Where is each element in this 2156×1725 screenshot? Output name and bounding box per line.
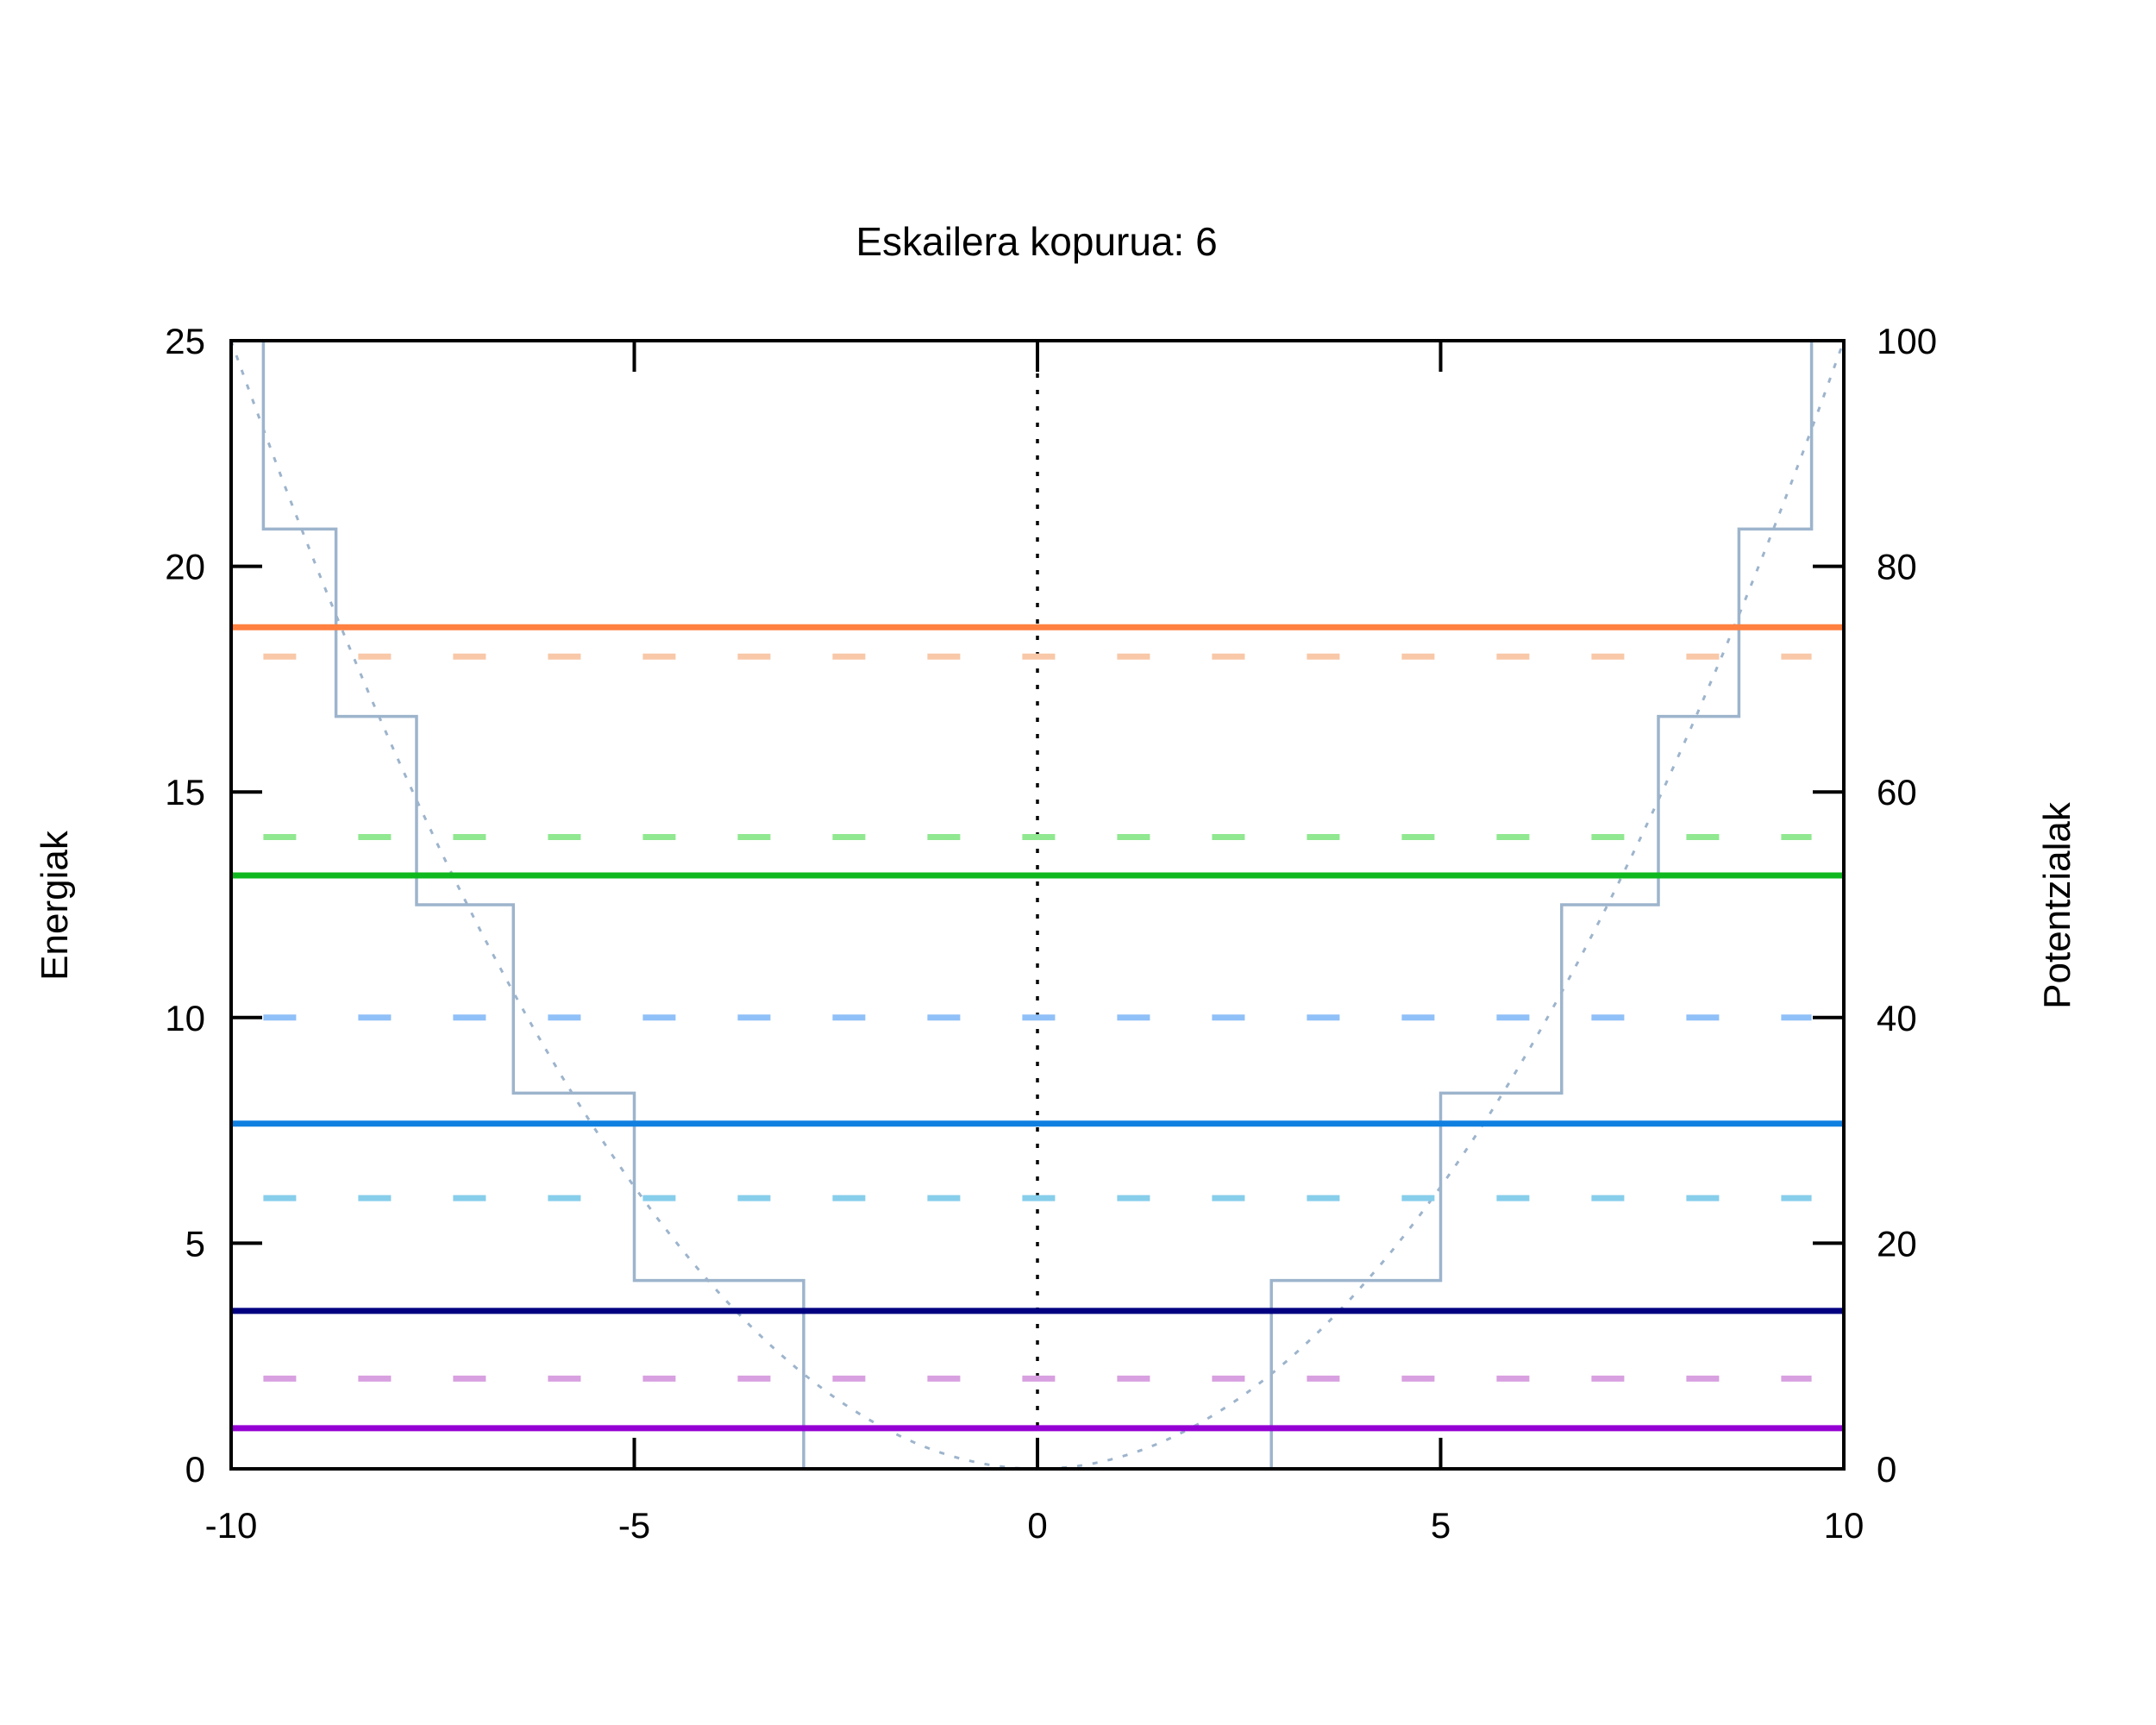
y-tick-marks	[231, 564, 262, 1245]
y2-tick-label: 20	[1877, 1223, 1917, 1264]
staircase-potential-line	[261, 341, 1814, 1469]
y2-tick-label: 0	[1877, 1449, 1896, 1490]
x-tick-label: 5	[1431, 1505, 1451, 1546]
y2-tick-marks	[1813, 564, 1844, 1245]
y-tick-label: 20	[165, 547, 205, 587]
y2-tick-label: 80	[1877, 547, 1917, 587]
y-axis-title: Energiak	[34, 830, 76, 981]
y2-tick-label: 60	[1877, 772, 1917, 812]
y-tick-label: 25	[165, 321, 205, 361]
x-tick-label: 10	[1824, 1505, 1865, 1546]
y2-tick-label: 40	[1877, 998, 1917, 1038]
x-tick-label: 0	[1027, 1505, 1047, 1546]
x-tick-label: -10	[205, 1505, 258, 1546]
y-tick-label: 0	[185, 1449, 205, 1490]
x-tick-label: -5	[618, 1505, 650, 1546]
y2-axis-title: Potentzialak	[2036, 801, 2078, 1009]
x-tick-marks	[632, 341, 1443, 1469]
y-tick-labels: 0 5 10 15 20 25	[165, 321, 205, 1490]
y2-tick-label: 100	[1877, 321, 1937, 361]
plot-content	[231, 341, 1844, 1469]
y-tick-label: 10	[165, 998, 205, 1038]
x-tick-labels: -10 -5 0 5 10	[205, 1505, 1865, 1546]
y-tick-label: 5	[185, 1223, 205, 1264]
chart-title: Eskailera kopurua: 6	[856, 219, 1217, 264]
plot-clip-group	[231, 341, 1844, 1469]
y-tick-label: 15	[165, 772, 205, 812]
y2-tick-labels: 0 20 40 60 80 100	[1877, 321, 1937, 1490]
